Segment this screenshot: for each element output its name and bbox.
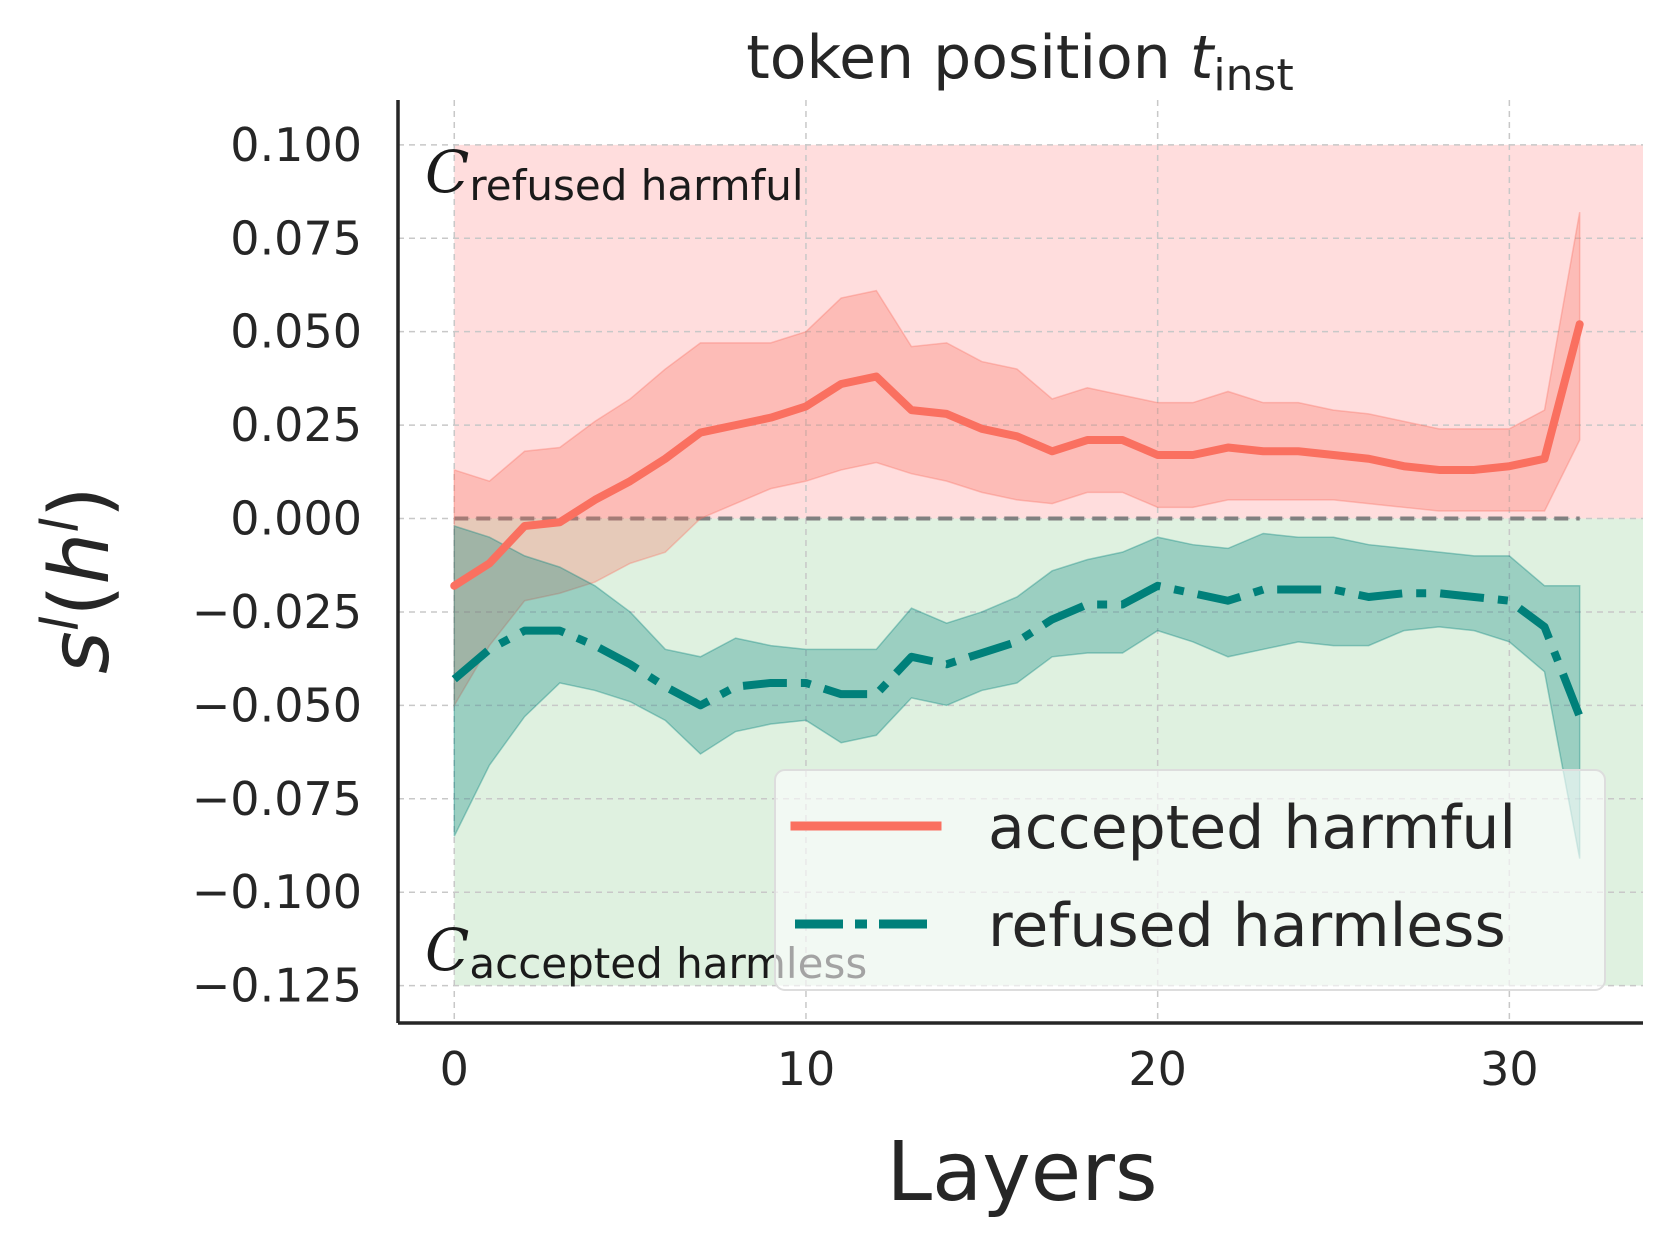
- y-tick-label: 0.050: [230, 305, 362, 359]
- y-tick-label: −0.050: [192, 678, 362, 732]
- region-letter: C: [425, 138, 469, 206]
- y-label-inner-sup: l: [31, 518, 91, 533]
- y-tick-label: 0.075: [230, 211, 362, 265]
- band-accepted-harmful: [453, 211, 1581, 709]
- series-lines: [450, 320, 1584, 719]
- x-tick-label: 30: [1480, 1042, 1539, 1096]
- legend-label-accepted-harmful: accepted harmful: [988, 793, 1516, 863]
- y-tick-label: −0.125: [192, 959, 362, 1013]
- chart-title-var: t: [1190, 23, 1216, 93]
- legend-box: [774, 769, 1606, 991]
- region-letter: C: [425, 916, 469, 984]
- line-refused-harmless: [451, 581, 1584, 719]
- chart-title: token position tinst: [746, 23, 1293, 101]
- y-label-sup: l: [31, 616, 91, 631]
- y-tick-label: −0.100: [192, 865, 362, 919]
- x-axis-label: Layers: [886, 1125, 1157, 1220]
- region-sub: refused harmful: [469, 161, 803, 210]
- region-label-refused-harmful: Crefused harmful: [425, 138, 804, 210]
- chart-title-text: token position: [746, 23, 1190, 93]
- x-tick-label: 0: [440, 1042, 469, 1096]
- y-label-inner: h: [33, 533, 128, 585]
- x-tick-labels: 0 10 20 30: [440, 1042, 1539, 1096]
- y-tick-label: 0.000: [230, 492, 362, 546]
- x-tick-label: 10: [777, 1042, 836, 1096]
- y-label-open: (: [33, 585, 128, 617]
- y-label-base: s: [33, 631, 128, 674]
- y-axis-label: sl(hl): [31, 486, 128, 674]
- x-tick-label: 20: [1128, 1042, 1187, 1096]
- legend-label-refused-harmless: refused harmless: [988, 891, 1506, 961]
- y-label-close: ): [33, 486, 128, 518]
- legend: accepted harmful refused harmless: [774, 769, 1606, 991]
- y-tick-label: 0.025: [230, 398, 362, 452]
- line-accepted-harmful: [450, 320, 1584, 590]
- chart-title-subscript: inst: [1213, 50, 1293, 101]
- y-tick-label: −0.075: [192, 772, 362, 826]
- y-tick-label: 0.100: [230, 118, 362, 172]
- y-tick-labels: 0.100 0.075 0.050 0.025 0.000 −0.025 −0.050 −0.…: [192, 118, 362, 1013]
- y-tick-label: −0.025: [192, 585, 362, 639]
